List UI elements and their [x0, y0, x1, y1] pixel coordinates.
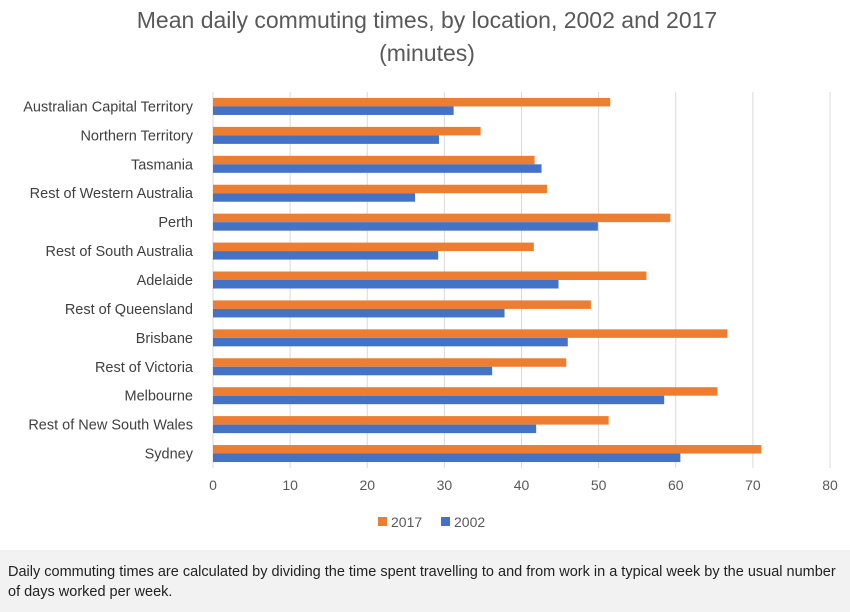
bars [213, 97, 762, 463]
bar-2017-12 [213, 445, 762, 454]
x-tick-label-6: 60 [668, 477, 684, 493]
x-tick-label-4: 40 [514, 477, 530, 493]
bar-2002-1 [213, 135, 439, 144]
bar-2017-6 [213, 271, 647, 280]
x-tick-label-7: 70 [745, 477, 761, 493]
bar-2002-4 [213, 222, 598, 231]
x-tick-label-8: 80 [822, 477, 838, 493]
category-label-10: Melbourne [124, 389, 193, 405]
bar-2002-7 [213, 308, 505, 318]
bar-2002-0 [213, 106, 454, 115]
category-label-1: Northern Territory [80, 128, 193, 144]
category-label-12: Sydney [145, 447, 194, 463]
legend: 2017 2002 [378, 514, 485, 530]
bar-2002-10 [213, 395, 665, 405]
category-label-0: Australian Capital Territory [23, 99, 194, 115]
bar-2002-3 [213, 193, 416, 202]
bar-2017-0 [213, 97, 611, 107]
legend-label-2002: 2002 [454, 514, 485, 530]
bar-2017-1 [213, 126, 481, 136]
bar-2002-5 [213, 251, 439, 260]
category-label-6: Adelaide [137, 273, 193, 289]
bar-2017-2 [213, 155, 535, 165]
x-axis-tick-labels: 0 10 20 30 40 50 60 70 80 [209, 477, 838, 493]
category-labels: Australian Capital Territory Northern Ter… [23, 99, 194, 462]
bar-chart: Mean daily commuting times, by location,… [23, 7, 838, 530]
bar-2002-6 [213, 280, 559, 289]
bar-2017-7 [213, 300, 591, 309]
chart-caption: Daily commuting times are calculated by … [0, 550, 850, 612]
x-tick-label-3: 30 [437, 477, 453, 493]
chart-container: Mean daily commuting times, by location,… [23, 7, 838, 530]
category-label-5: Rest of South Australia [46, 244, 194, 260]
chart-title-line-2: (minutes) [379, 40, 475, 66]
bar-2017-9 [213, 358, 567, 367]
bar-2002-9 [213, 366, 493, 376]
legend-label-2017: 2017 [391, 514, 422, 530]
category-label-8: Brisbane [136, 331, 193, 347]
x-tick-label-1: 10 [282, 477, 298, 493]
chart-title-line-1: Mean daily commuting times, by location,… [137, 7, 717, 33]
category-label-11: Rest of New South Wales [28, 418, 193, 434]
bar-2002-12 [213, 453, 681, 463]
bar-2017-8 [213, 329, 728, 338]
category-label-7: Rest of Queensland [65, 302, 193, 318]
category-label-2: Tasmania [131, 157, 194, 173]
bar-2002-8 [213, 337, 568, 347]
bar-2017-4 [213, 213, 671, 223]
category-label-4: Perth [158, 215, 193, 231]
bar-2017-3 [213, 184, 547, 194]
legend-swatch-2017 [378, 517, 387, 526]
legend-swatch-2002 [441, 517, 450, 526]
bar-2017-10 [213, 387, 718, 396]
bar-2002-2 [213, 164, 542, 173]
category-label-9: Rest of Victoria [95, 360, 194, 376]
x-tick-label-5: 50 [591, 477, 607, 493]
bar-2017-11 [213, 416, 609, 425]
category-label-3: Rest of Western Australia [30, 186, 194, 202]
x-tick-label-0: 0 [209, 477, 217, 493]
bar-2002-11 [213, 424, 537, 434]
bar-2017-5 [213, 242, 534, 252]
x-tick-label-2: 20 [359, 477, 375, 493]
